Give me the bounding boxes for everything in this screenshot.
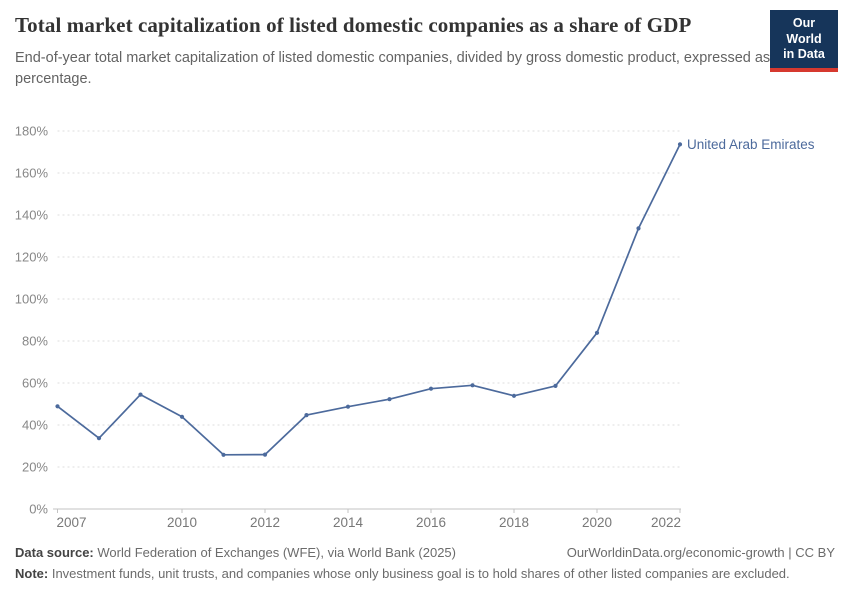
x-tick-label: 2012 xyxy=(250,515,280,530)
owid-logo: Our World in Data xyxy=(770,10,838,72)
data-point xyxy=(96,436,102,441)
owid-url-link[interactable]: OurWorldinData.org/economic-growth | CC … xyxy=(566,545,835,560)
note-value: Investment funds, unit trusts, and compa… xyxy=(51,566,790,581)
y-tick-label: 160% xyxy=(15,166,49,181)
chart-footer: Data source: World Federation of Exchang… xyxy=(0,541,850,581)
data-point xyxy=(594,330,600,335)
x-tick-label: 2022 xyxy=(651,515,681,530)
x-tick-label: 2010 xyxy=(167,515,197,530)
data-point xyxy=(636,226,641,231)
y-tick-label: 120% xyxy=(15,250,49,265)
y-tick-label: 40% xyxy=(22,418,48,433)
note-text: Note: Investment funds, unit trusts, and… xyxy=(15,566,835,581)
x-tick-label: 2020 xyxy=(582,515,612,530)
data-point xyxy=(387,397,392,402)
series-line xyxy=(56,143,681,456)
x-tick-label: 2016 xyxy=(416,515,446,530)
x-tick-label: 2014 xyxy=(333,515,364,530)
owid-logo-accent-bar xyxy=(770,67,838,72)
data-point xyxy=(138,392,143,397)
data-point xyxy=(262,452,268,457)
y-tick-label: 100% xyxy=(15,292,49,307)
line-chart-svg: 0% 20% 40% 60% 80% 100% 120% 140% 160% 180% 2007 20… xyxy=(15,124,815,531)
data-point xyxy=(55,404,60,409)
y-tick-label: 80% xyxy=(22,334,48,349)
data-point xyxy=(179,414,185,419)
owid-logo-text: Our World in Data xyxy=(770,10,838,68)
data-point xyxy=(553,383,558,388)
data-point xyxy=(511,393,517,398)
data-point xyxy=(345,404,351,409)
y-tick-label: 0% xyxy=(29,502,48,517)
page-title: Total market capitalization of listed do… xyxy=(15,13,692,37)
chart-header: Total market capitalization of listed do… xyxy=(0,0,850,89)
data-source-value: World Federation of Exchanges (WFE), via… xyxy=(97,545,456,560)
y-tick-label: 140% xyxy=(15,208,49,223)
x-tick-label: 2007 xyxy=(57,515,87,530)
data-point xyxy=(677,142,683,147)
data-point xyxy=(428,386,434,391)
owid-logo-line2: in Data xyxy=(783,47,825,62)
data-source-label: Data source: xyxy=(15,545,94,560)
y-tick-label: 180% xyxy=(15,124,49,139)
line-chart: 0% 20% 40% 60% 80% 100% 120% 140% 160% 180% 2007 20… xyxy=(0,110,850,540)
x-tick-label: 2018 xyxy=(499,515,529,530)
note-label: Note: xyxy=(15,566,49,581)
y-tick-label: 60% xyxy=(22,376,48,391)
data-point xyxy=(221,452,226,457)
data-point xyxy=(304,413,309,418)
y-tick-label: 20% xyxy=(22,460,48,475)
series-end-label: United Arab Emirates xyxy=(687,137,815,152)
chart-subtitle: End-of-year total market capitalization … xyxy=(15,50,783,87)
data-source-text: Data source: World Federation of Exchang… xyxy=(15,545,456,560)
data-point xyxy=(470,383,475,388)
owid-logo-line1: Our World xyxy=(786,16,822,46)
